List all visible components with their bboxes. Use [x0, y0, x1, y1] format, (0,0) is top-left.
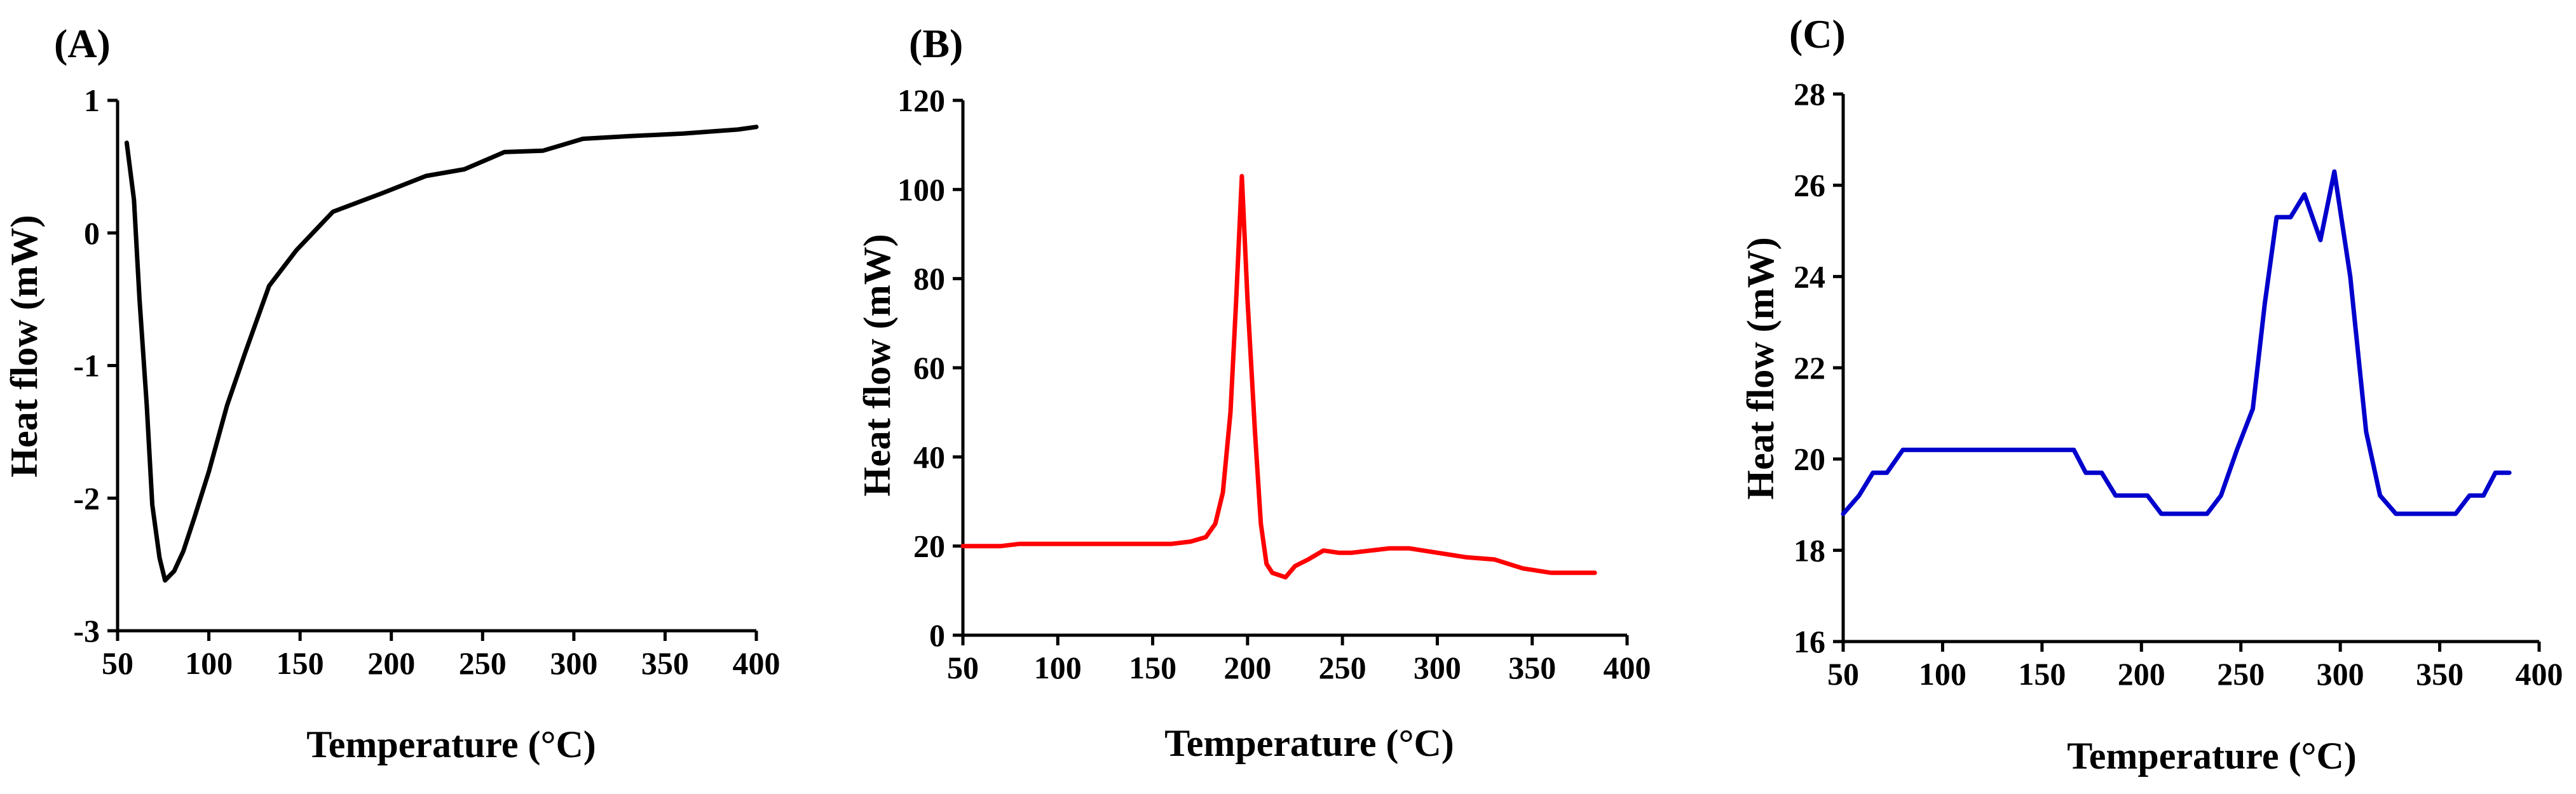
panel-a: (A) Heat flow (mW) Temperature (°C) 50 10…: [3, 21, 780, 765]
plot-area-b: 50 100 150 200 250 300 350 400 0 20 40 60 80 100 120: [897, 83, 1651, 685]
y-tick-label-c: 16: [1794, 624, 1825, 659]
plot-area-a: 50 100 150 200 250 300 350 400 -3 -2 -1 0 1: [73, 83, 780, 681]
y-axis-title-a: Heat flow (mW): [3, 215, 45, 477]
y-axis-title-c: Heat flow (mW): [1740, 237, 1782, 499]
x-tick-label-a: 300: [550, 645, 597, 681]
y-tick-label-c: 20: [1794, 441, 1825, 477]
x-tick-label-b: 400: [1604, 650, 1651, 685]
panel-b: (B) Heat flow (mW) Temperature (°C) 50 10…: [856, 21, 1651, 764]
x-tick-label-b: 50: [947, 650, 979, 685]
y-tick-label-c: 24: [1794, 259, 1825, 294]
x-tick-label-c: 150: [2018, 656, 2066, 692]
y-tick-label-a: -3: [73, 613, 100, 649]
x-tick-label-b: 200: [1223, 650, 1271, 685]
y-tick-label-a: -1: [73, 348, 100, 384]
x-tick-label-b: 350: [1508, 650, 1556, 685]
y-tick-label-c: 28: [1794, 76, 1825, 112]
x-tick-label-c: 100: [1919, 656, 1966, 692]
y-tick-label-c: 22: [1794, 350, 1825, 386]
x-axis-title-a: Temperature (°C): [306, 723, 596, 765]
y-tick-label-b: 40: [913, 439, 945, 474]
x-tick-label-a: 50: [102, 645, 133, 681]
y-tick-label-b: 120: [897, 83, 945, 118]
x-tick-label-a: 150: [276, 645, 324, 681]
x-tick-label-c: 350: [2416, 656, 2464, 692]
x-tick-label-c: 400: [2516, 656, 2563, 692]
x-axis-title-c: Temperature (°C): [2067, 735, 2357, 777]
x-tick-label-c: 250: [2217, 656, 2265, 692]
x-axis-title-b: Temperature (°C): [1164, 722, 1454, 764]
y-tick-label-c: 26: [1794, 168, 1825, 203]
x-tick-label-a: 200: [367, 645, 415, 681]
x-tick-label-b: 150: [1129, 650, 1176, 685]
y-tick-label-a: 0: [84, 215, 100, 251]
panel-label-c: (C): [1789, 11, 1846, 57]
panel-c: (C) Heat flow (mW) Temperature (°C) 50 10…: [1740, 11, 2563, 777]
series-line-c: [1841, 169, 2512, 516]
x-tick-label-b: 100: [1034, 650, 1082, 685]
y-tick-label-b: 20: [913, 528, 945, 564]
y-tick-label-b: 60: [913, 350, 945, 386]
y-tick-label-b: 80: [913, 261, 945, 297]
x-tick-label-a: 350: [641, 645, 689, 681]
y-tick-label-b: 0: [929, 617, 945, 653]
x-tick-label-b: 250: [1319, 650, 1366, 685]
x-tick-label-c: 300: [2317, 656, 2364, 692]
x-tick-label-a: 100: [185, 645, 233, 681]
panel-label-b: (B): [909, 21, 963, 66]
x-tick-label-c: 50: [1827, 656, 1859, 692]
plot-area-c: 50 100 150 200 250 300 350 400 16 18 20 22 24 26 28: [1794, 76, 2563, 692]
y-tick-label-b: 100: [897, 172, 945, 207]
y-tick-label-a: -2: [73, 480, 100, 516]
x-tick-label-b: 300: [1414, 650, 1461, 685]
series-line-a: [124, 124, 759, 583]
x-tick-label-a: 250: [459, 645, 507, 681]
panel-label-a: (A): [54, 21, 111, 66]
x-tick-label-c: 200: [2118, 656, 2165, 692]
series-line-b: [960, 173, 1597, 580]
y-axis-title-b: Heat flow (mW): [856, 234, 898, 496]
x-tick-label-a: 400: [733, 645, 780, 681]
y-tick-label-a: 1: [84, 83, 100, 118]
y-tick-label-c: 18: [1794, 532, 1825, 568]
